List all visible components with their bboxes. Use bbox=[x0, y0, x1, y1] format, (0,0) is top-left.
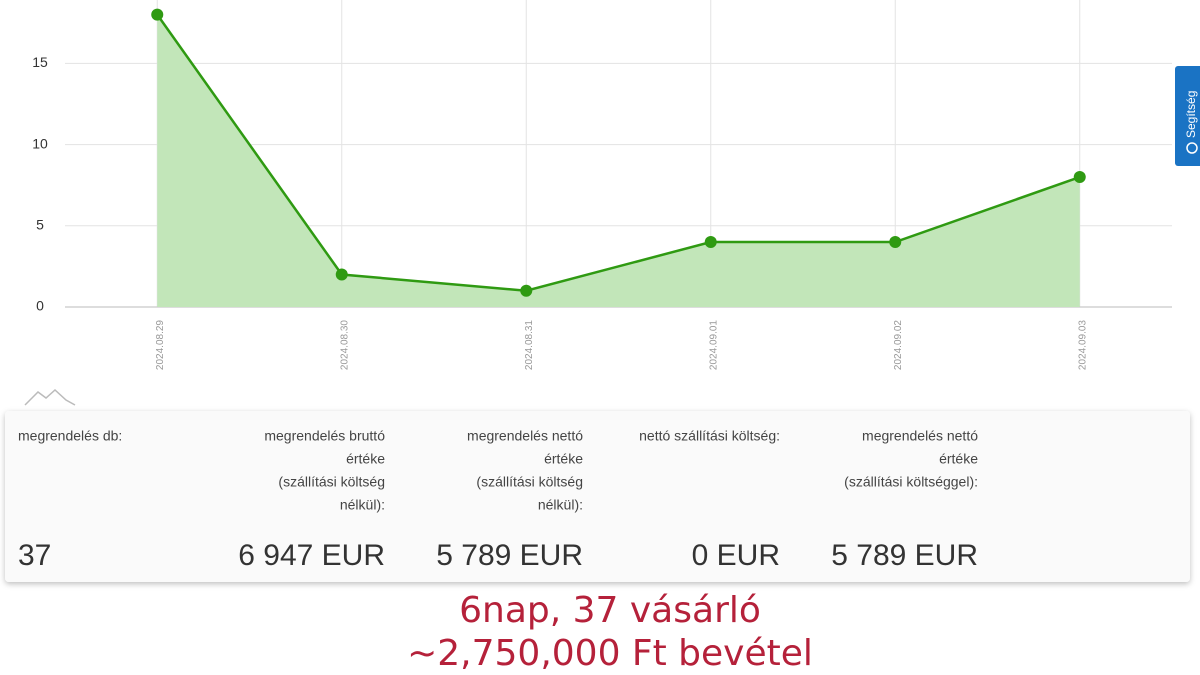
line bbox=[156, 13, 1081, 293]
stat-label: megrendelés nettó bbox=[862, 428, 978, 444]
help-tab[interactable]: Segítség bbox=[1175, 66, 1200, 166]
point bbox=[889, 236, 902, 249]
stat-label: értéke bbox=[346, 451, 385, 467]
stat-value: 6 947 EUR bbox=[238, 539, 385, 572]
stat-value: 5 789 EUR bbox=[436, 539, 583, 572]
help-icon[interactable] bbox=[1186, 142, 1198, 154]
stat-value: 37 bbox=[18, 539, 51, 572]
y-tick-label: 15 bbox=[32, 54, 48, 70]
stat-value: 0 EUR bbox=[692, 539, 780, 572]
help-tab-label[interactable]: Segítség bbox=[1184, 91, 1198, 138]
point bbox=[520, 284, 533, 297]
stat-label: megrendelés nettó bbox=[467, 428, 583, 444]
point bbox=[335, 268, 348, 281]
stat-label: értéke bbox=[544, 451, 583, 467]
stat-label: (szállítási költséggel): bbox=[844, 474, 978, 490]
caption: ~2,750,000 Ft bevétel bbox=[407, 633, 813, 674]
y-tick-label: 10 bbox=[32, 135, 48, 151]
stat-value: 5 789 EUR bbox=[831, 539, 978, 572]
stat-label: értéke bbox=[939, 451, 978, 467]
x-tick-label: 2024.09.03 bbox=[1077, 320, 1088, 370]
x-tick-label: 2024.08.31 bbox=[524, 320, 535, 370]
x-tick-label: 2024.09.01 bbox=[708, 320, 719, 370]
stats: megrendelés db: 37 megrendelés bruttó érték… bbox=[18, 428, 978, 572]
stat-label: megrendelés db: bbox=[18, 428, 122, 444]
point bbox=[151, 8, 164, 21]
x-tick-label: 2024.08.29 bbox=[155, 320, 166, 370]
x-tick-label: 2024.08.30 bbox=[339, 320, 350, 370]
stat-label: nettó szállítási költség: bbox=[639, 428, 780, 444]
stat-label: (szállítási költség bbox=[476, 474, 583, 490]
caption: 6nap, 37 vásárló bbox=[459, 590, 761, 631]
chart: 2024.08.29 2024.08.30 2024.08.31 2024.09.01… bbox=[32, 0, 1172, 370]
stat-label: (szállítási költség bbox=[278, 474, 385, 490]
point bbox=[1073, 171, 1086, 184]
y-tick-label: 5 bbox=[36, 216, 44, 232]
help-tab-bg[interactable] bbox=[1175, 66, 1200, 166]
stat-label: nélkül): bbox=[340, 497, 385, 513]
y-tick-label: 0 bbox=[36, 298, 44, 314]
area bbox=[157, 14, 1080, 307]
logo-icon bbox=[24, 388, 76, 406]
x-tick-label: 2024.09.02 bbox=[893, 320, 904, 370]
stats-panel bbox=[5, 411, 1190, 582]
stat-label: nélkül): bbox=[538, 497, 583, 513]
stat-label: megrendelés bruttó bbox=[264, 428, 385, 444]
point bbox=[704, 236, 717, 249]
